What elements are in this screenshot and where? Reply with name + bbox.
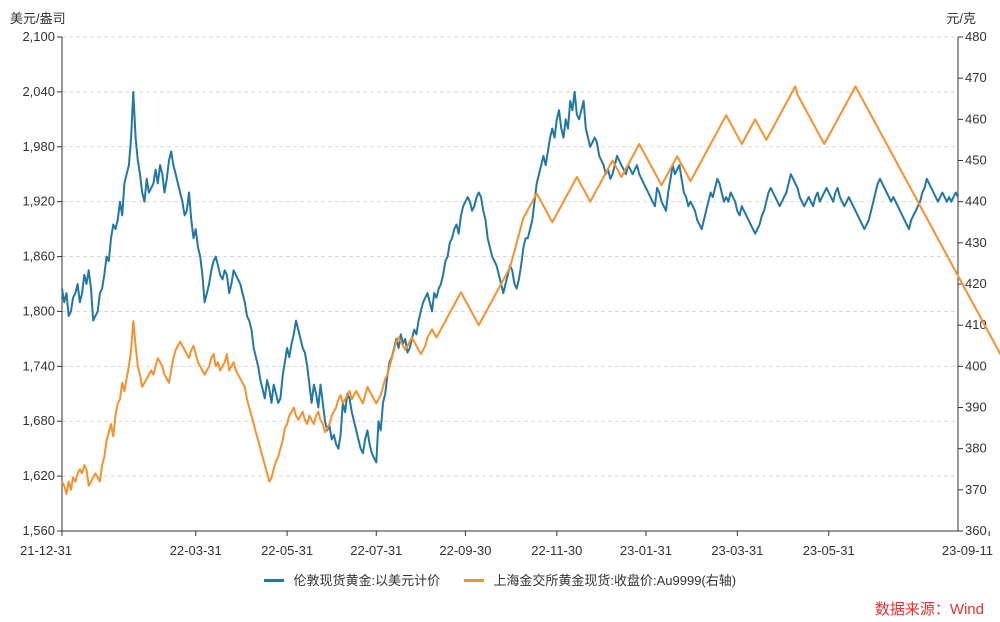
x-tick-label: 21-12-31 xyxy=(20,543,72,558)
left-tick-label: 2,100 xyxy=(22,29,55,44)
legend-label: 上海金交所黄金现货:收盘价:Au9999(右轴) xyxy=(493,573,737,588)
legend-swatch xyxy=(463,579,484,583)
source-note: 数据来源：Wind xyxy=(874,601,984,618)
legend: 伦敦现货黄金:以美元计价 上海金交所黄金现货:收盘价:Au9999(右轴) xyxy=(0,570,1000,589)
x-tick-label: 22-11-30 xyxy=(531,543,582,558)
right-axis-unit: 元/克 xyxy=(946,11,976,26)
left-tick-label: 1,680 xyxy=(22,413,55,428)
left-tick-label: 1,800 xyxy=(22,303,55,318)
left-axis-unit: 美元/盎司 xyxy=(10,11,66,26)
legend-item-london: 伦敦现货黄金:以美元计价 xyxy=(263,570,441,589)
right-tick-label: 430 xyxy=(965,235,987,250)
series xyxy=(61,85,1000,495)
x-tick-label: 22-05-31 xyxy=(261,543,313,558)
right-tick-label: 390 xyxy=(965,400,987,415)
left-tick-label: 1,860 xyxy=(22,249,55,264)
legend-label: 伦敦现货黄金:以美元计价 xyxy=(293,573,441,588)
x-tick-label: 23-09-11 xyxy=(942,543,993,558)
series-line-london xyxy=(61,90,959,464)
right-tick-label: 460 xyxy=(965,111,987,126)
legend-item-shanghai: 上海金交所黄金现货:收盘价:Au9999(右轴) xyxy=(463,570,737,589)
left-tick-label: 1,980 xyxy=(22,139,55,154)
right-tick-label: 440 xyxy=(965,194,987,209)
right-tick-label: 450 xyxy=(965,153,987,168)
axes: 1,560 1,620 1,680 1,740 1,800 1,860 1,920 1,980… xyxy=(20,29,993,558)
right-tick-label: 470 xyxy=(965,70,987,85)
left-tick-label: 1,920 xyxy=(22,194,55,209)
left-tick-label: 2,040 xyxy=(22,84,55,99)
right-tick-label: 380 xyxy=(965,441,987,456)
left-tick-label: 1,620 xyxy=(22,468,55,483)
legend-swatch xyxy=(263,579,284,583)
left-tick-label: 1,740 xyxy=(22,358,55,373)
right-tick-label: 400 xyxy=(965,358,987,373)
right-tick-label: 370 xyxy=(965,482,987,497)
x-tick-label: 22-07-31 xyxy=(350,543,402,558)
right-tick-label: 480 xyxy=(965,29,987,44)
x-tick-label: 23-03-31 xyxy=(711,543,763,558)
series-line-shanghai xyxy=(61,85,1000,495)
right-tick-label: 360 xyxy=(965,523,987,538)
x-tick-label: 23-01-31 xyxy=(620,543,672,558)
x-tick-label: 22-03-31 xyxy=(170,543,222,558)
grid xyxy=(62,36,958,477)
x-tick-label: 22-09-30 xyxy=(439,543,491,558)
left-tick-label: 1,560 xyxy=(22,523,55,538)
x-tick-label: 23-05-31 xyxy=(803,543,855,558)
right-tick-label: 420 xyxy=(965,276,987,291)
